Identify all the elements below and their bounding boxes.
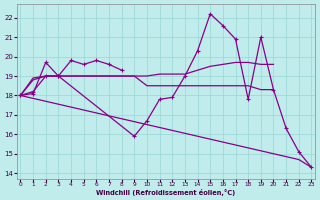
X-axis label: Windchill (Refroidissement éolien,°C): Windchill (Refroidissement éolien,°C) <box>96 189 236 196</box>
